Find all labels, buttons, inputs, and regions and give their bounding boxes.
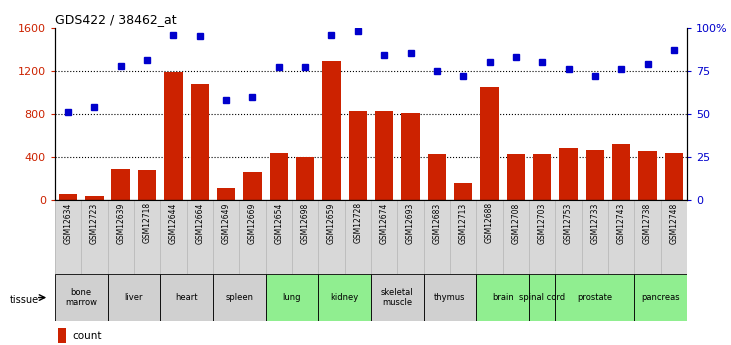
Bar — [375, 111, 393, 200]
Bar — [322, 61, 341, 200]
Text: GSM12728: GSM12728 — [353, 202, 363, 244]
Bar — [638, 151, 657, 200]
Text: GSM12688: GSM12688 — [485, 202, 494, 244]
Text: GSM12674: GSM12674 — [379, 202, 389, 244]
Text: bone
marrow: bone marrow — [65, 288, 97, 307]
Text: kidney: kidney — [330, 293, 359, 302]
Bar — [477, 274, 529, 321]
Text: heart: heart — [175, 293, 198, 302]
Text: spleen: spleen — [225, 293, 253, 302]
Bar — [111, 169, 130, 200]
Text: GSM12659: GSM12659 — [327, 202, 336, 244]
Text: GSM12649: GSM12649 — [221, 202, 230, 244]
Bar — [265, 274, 318, 321]
Bar — [349, 111, 367, 200]
Text: GSM12738: GSM12738 — [643, 202, 652, 244]
Text: prostate: prostate — [577, 293, 613, 302]
Text: GDS422 / 38462_at: GDS422 / 38462_at — [55, 13, 176, 27]
Text: GSM12644: GSM12644 — [169, 202, 178, 244]
Bar — [454, 184, 472, 200]
Text: skeletal
muscle: skeletal muscle — [381, 288, 414, 307]
Text: GSM12698: GSM12698 — [300, 202, 310, 244]
Text: spinal cord: spinal cord — [519, 293, 565, 302]
Bar — [213, 274, 265, 321]
Text: GSM12748: GSM12748 — [670, 202, 678, 244]
Text: brain: brain — [492, 293, 514, 302]
Bar — [559, 148, 577, 200]
Bar — [270, 152, 288, 200]
Bar — [107, 274, 160, 321]
Bar — [586, 150, 604, 200]
Text: GSM12669: GSM12669 — [248, 202, 257, 244]
Bar — [318, 274, 371, 321]
Bar — [507, 154, 525, 200]
Text: GSM12708: GSM12708 — [512, 202, 520, 244]
Text: GSM12723: GSM12723 — [90, 202, 99, 244]
Bar — [428, 154, 446, 200]
Text: GSM12713: GSM12713 — [458, 202, 468, 244]
Bar — [243, 171, 262, 200]
Text: GSM12703: GSM12703 — [538, 202, 547, 244]
Text: GSM12639: GSM12639 — [116, 202, 125, 244]
Text: pancreas: pancreas — [642, 293, 680, 302]
Bar — [533, 154, 551, 200]
Bar — [529, 274, 556, 321]
Bar — [191, 84, 209, 200]
Bar — [635, 274, 687, 321]
Bar — [296, 157, 314, 200]
Text: GSM12718: GSM12718 — [143, 202, 151, 244]
Text: GSM12753: GSM12753 — [564, 202, 573, 244]
Bar — [58, 328, 66, 343]
Bar — [58, 194, 77, 200]
Text: GSM12634: GSM12634 — [64, 202, 72, 244]
Text: lung: lung — [283, 293, 301, 302]
Bar — [138, 170, 156, 200]
Bar — [217, 188, 235, 200]
Text: thymus: thymus — [434, 293, 466, 302]
Text: GSM12733: GSM12733 — [591, 202, 599, 244]
Text: tissue: tissue — [10, 295, 39, 305]
Bar — [401, 113, 420, 200]
Bar — [424, 274, 477, 321]
Text: count: count — [72, 331, 102, 341]
Text: liver: liver — [124, 293, 143, 302]
Text: GSM12683: GSM12683 — [432, 202, 442, 244]
Bar — [371, 274, 424, 321]
Bar — [480, 87, 499, 200]
Text: GSM12743: GSM12743 — [617, 202, 626, 244]
Bar — [55, 274, 107, 321]
Text: GSM12693: GSM12693 — [406, 202, 415, 244]
Bar — [164, 72, 183, 200]
Bar — [160, 274, 213, 321]
Bar — [612, 144, 631, 200]
Text: GSM12654: GSM12654 — [274, 202, 284, 244]
Bar — [664, 152, 683, 200]
Bar — [85, 196, 104, 200]
Bar — [556, 274, 635, 321]
Text: GSM12664: GSM12664 — [195, 202, 204, 244]
